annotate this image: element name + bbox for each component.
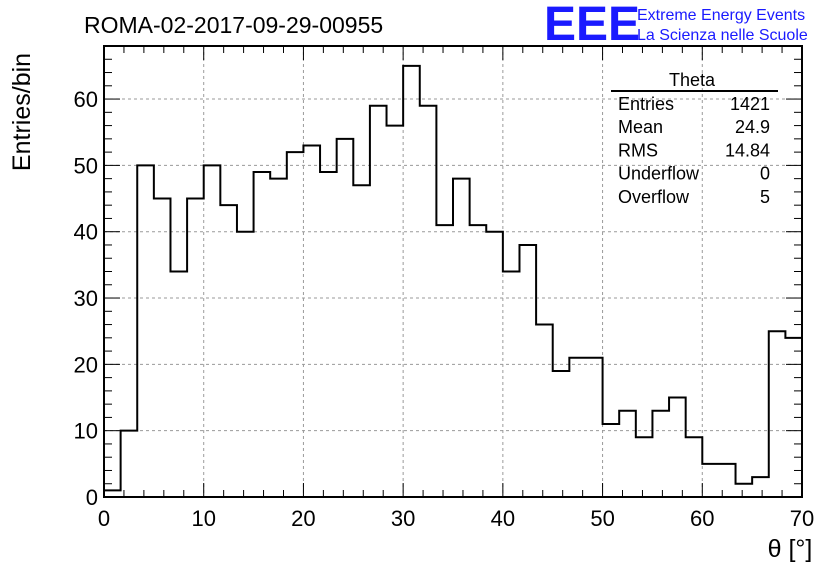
- histogram-bin-35: [686, 437, 703, 497]
- histogram-bin-24: [503, 272, 520, 498]
- x-tick-label-1: 10: [191, 506, 215, 531]
- stats-label-overflow: Overflow: [618, 187, 690, 207]
- histogram-bin-28: [569, 358, 586, 497]
- histogram-bin-17: [387, 126, 404, 497]
- x-tick-label-2: 20: [291, 506, 315, 531]
- histogram-bin-38: [736, 484, 753, 497]
- eee-logo: EEE Extreme Energy Events La Scienza nel…: [544, 0, 808, 51]
- stats-rows: Entries 1421 Mean 24.9 RMS 14.84 Underflow 0 Ove…: [618, 94, 770, 207]
- histogram-outline: [103, 64, 803, 497]
- histogram-bin-21: [453, 179, 470, 497]
- x-tick-label-4: 40: [491, 506, 515, 531]
- histogram-bin-2: [137, 165, 154, 497]
- stats-value-mean: 24.9: [735, 117, 770, 137]
- histogram-bin-3: [154, 199, 171, 497]
- histogram-bin-31: [619, 411, 636, 497]
- y-tick-label-3: 30: [74, 286, 98, 311]
- histogram-bin-22: [470, 225, 487, 497]
- histogram-bin-39: [752, 477, 769, 497]
- histogram-bars: [104, 66, 802, 497]
- histogram-bin-13: [320, 172, 337, 497]
- histogram-bin-32: [636, 437, 653, 497]
- histogram-bin-27: [553, 371, 570, 497]
- x-tick-label-5: 50: [590, 506, 614, 531]
- histogram-bin-30: [603, 424, 620, 497]
- stats-title: Theta: [669, 70, 716, 90]
- y-tick-label-6: 60: [74, 87, 98, 112]
- histogram-bin-29: [586, 358, 603, 497]
- grid-lines: [104, 46, 802, 497]
- chart-title: ROMA-02-2017-09-29-00955: [84, 12, 383, 38]
- stats-label-entries: Entries: [618, 94, 674, 114]
- y-axis-title: Entries/bin: [8, 53, 36, 171]
- histogram-bin-11: [287, 152, 304, 497]
- plot-frame: [103, 45, 803, 498]
- x-tick-label-7: 70: [790, 506, 814, 531]
- histogram-bin-26: [536, 325, 553, 497]
- y-tick-label-0: 0: [86, 485, 98, 510]
- y-tick-label-4: 40: [74, 220, 98, 245]
- stats-box: Theta Entries 1421 Mean 24.9 RMS 14.84 Underfl…: [611, 70, 778, 207]
- histogram-bin-34: [669, 398, 686, 497]
- histogram-bin-10: [270, 179, 287, 497]
- stats-value-underflow: 0: [760, 164, 770, 184]
- histogram-bin-33: [652, 411, 669, 497]
- histogram-bin-37: [719, 464, 736, 497]
- histogram-bin-15: [353, 185, 370, 497]
- histogram-bin-9: [254, 172, 271, 497]
- logo-letters: EEE: [544, 0, 640, 51]
- histogram-bin-25: [519, 245, 536, 497]
- logo-line-1: Extreme Energy Events: [637, 7, 805, 24]
- histogram-bin-6: [204, 165, 221, 497]
- logo-line-2: La Scienza nelle Scuole: [637, 27, 808, 44]
- histogram-bin-20: [436, 225, 453, 497]
- x-tick-label-6: 60: [690, 506, 714, 531]
- x-axis-title: θ [°]: [768, 535, 813, 563]
- stats-label-rms: RMS: [618, 140, 658, 160]
- stats-value-rms: 14.84: [725, 140, 770, 160]
- histogram-bin-14: [337, 139, 354, 497]
- stats-label-mean: Mean: [618, 117, 663, 137]
- histogram-bin-18: [403, 66, 420, 497]
- histogram-bin-7: [220, 205, 237, 497]
- y-tick-label-2: 20: [74, 352, 98, 377]
- histogram-bin-5: [187, 199, 204, 497]
- histogram-bin-40: [769, 331, 786, 497]
- histogram-bin-36: [702, 464, 719, 497]
- y-tick-label-1: 10: [74, 419, 98, 444]
- x-tick-label-0: 0: [98, 506, 110, 531]
- x-tick-label-3: 30: [391, 506, 415, 531]
- stats-label-underflow: Underflow: [618, 164, 700, 184]
- y-tick-label-5: 50: [74, 153, 98, 178]
- histogram-bin-8: [237, 232, 254, 497]
- stats-value-overflow: 5: [760, 187, 770, 207]
- histogram-bin-12: [303, 145, 320, 497]
- axis-ticks: [103, 45, 803, 498]
- histogram-bin-19: [420, 106, 437, 497]
- stats-value-entries: 1421: [730, 94, 770, 114]
- histogram-bin-4: [170, 272, 187, 498]
- histogram-bin-16: [370, 106, 387, 497]
- histogram-bin-1: [121, 431, 138, 497]
